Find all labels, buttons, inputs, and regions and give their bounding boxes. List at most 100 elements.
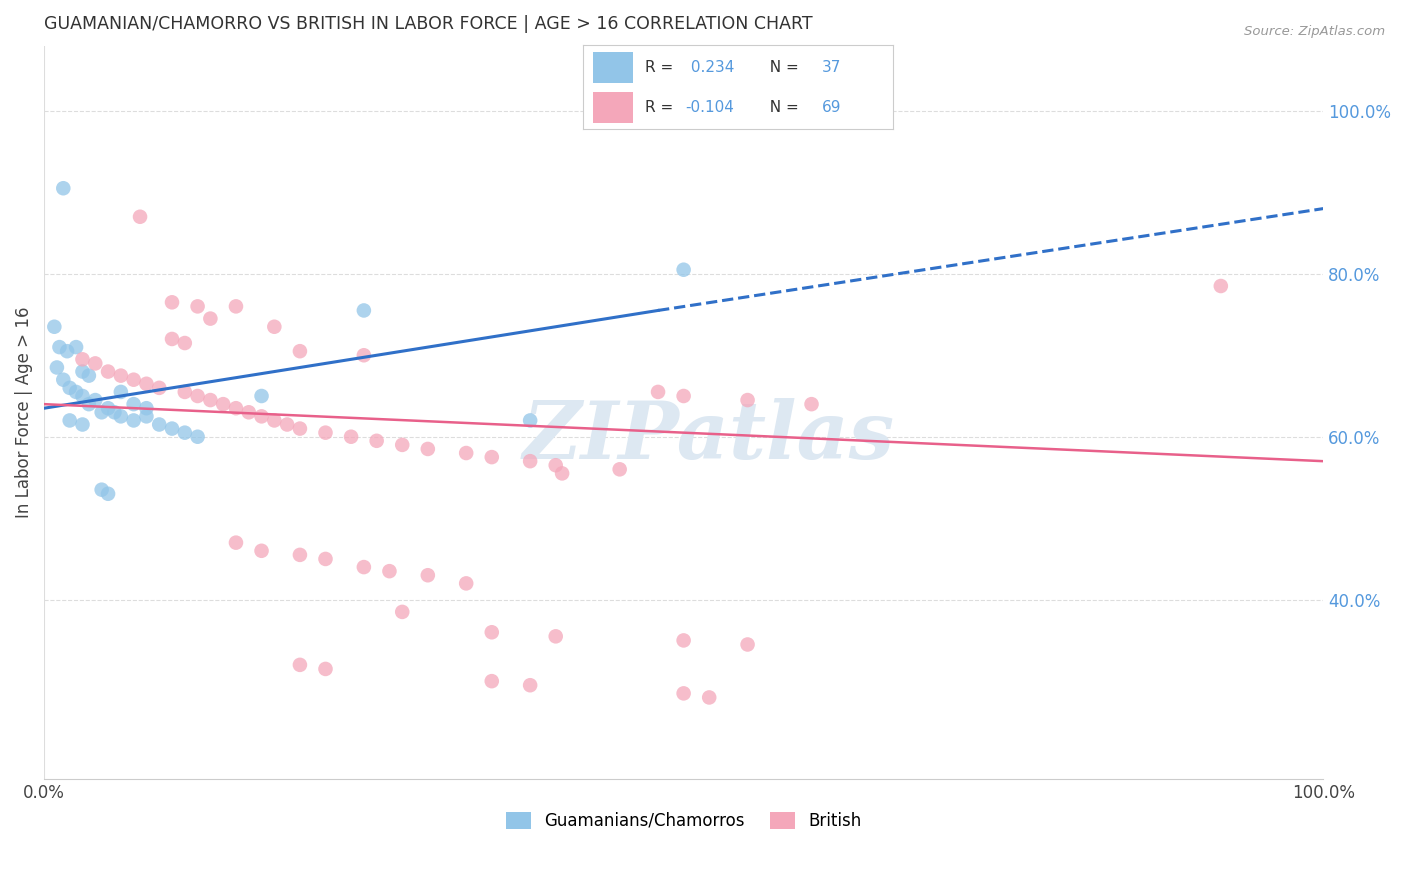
Point bbox=[288, 548, 311, 562]
Text: 69: 69 bbox=[821, 100, 841, 115]
Point bbox=[160, 421, 183, 435]
Point bbox=[122, 373, 145, 387]
Point bbox=[263, 319, 285, 334]
Point bbox=[97, 365, 120, 379]
Point bbox=[135, 401, 157, 416]
Point bbox=[672, 686, 695, 700]
Point bbox=[456, 446, 478, 460]
Text: -0.104: -0.104 bbox=[686, 100, 734, 115]
Point bbox=[72, 365, 94, 379]
Point bbox=[672, 389, 695, 403]
Point bbox=[544, 458, 567, 473]
Point bbox=[160, 295, 183, 310]
Bar bbox=[593, 92, 633, 122]
Point bbox=[288, 657, 311, 672]
Point bbox=[52, 181, 75, 195]
Point bbox=[276, 417, 298, 432]
Point bbox=[65, 340, 87, 354]
Point bbox=[353, 348, 375, 362]
Point bbox=[148, 381, 170, 395]
Point bbox=[52, 373, 75, 387]
Point bbox=[187, 299, 209, 313]
Point bbox=[110, 384, 132, 399]
Point bbox=[315, 662, 337, 676]
Point bbox=[173, 336, 195, 351]
Point bbox=[97, 401, 120, 416]
Point bbox=[72, 352, 94, 367]
Point bbox=[672, 633, 695, 648]
Point bbox=[456, 576, 478, 591]
Point bbox=[288, 421, 311, 435]
Point bbox=[737, 638, 759, 652]
Text: Source: ZipAtlas.com: Source: ZipAtlas.com bbox=[1244, 25, 1385, 38]
Point bbox=[56, 344, 79, 359]
Point bbox=[65, 384, 87, 399]
Point bbox=[519, 454, 541, 468]
Point bbox=[160, 332, 183, 346]
Point bbox=[200, 393, 222, 408]
Point bbox=[122, 413, 145, 427]
Point bbox=[697, 690, 720, 705]
Point bbox=[366, 434, 388, 448]
Point bbox=[800, 397, 823, 411]
Point bbox=[315, 552, 337, 566]
Point bbox=[200, 311, 222, 326]
Point bbox=[416, 442, 439, 456]
Text: N =: N = bbox=[759, 100, 803, 115]
Point bbox=[315, 425, 337, 440]
Point bbox=[225, 401, 247, 416]
Text: N =: N = bbox=[759, 60, 803, 75]
Point bbox=[481, 450, 503, 464]
Point bbox=[672, 262, 695, 277]
Point bbox=[45, 360, 67, 375]
Point bbox=[77, 368, 100, 383]
Point bbox=[225, 299, 247, 313]
Point bbox=[481, 625, 503, 640]
Point bbox=[519, 678, 541, 692]
Point bbox=[84, 393, 107, 408]
Point bbox=[353, 303, 375, 318]
Point bbox=[187, 430, 209, 444]
Point bbox=[647, 384, 669, 399]
Point bbox=[353, 560, 375, 574]
Point bbox=[122, 397, 145, 411]
Point bbox=[44, 319, 66, 334]
Legend: Guamanians/Chamorros, British: Guamanians/Chamorros, British bbox=[499, 805, 868, 837]
Point bbox=[173, 384, 195, 399]
Text: ZIPatlas: ZIPatlas bbox=[523, 398, 896, 475]
Point bbox=[77, 397, 100, 411]
Point bbox=[609, 462, 631, 476]
Point bbox=[103, 405, 125, 419]
Point bbox=[48, 340, 70, 354]
Point bbox=[90, 483, 112, 497]
Text: R =: R = bbox=[645, 100, 679, 115]
Point bbox=[59, 413, 82, 427]
Point bbox=[129, 210, 152, 224]
Point bbox=[1209, 279, 1232, 293]
Point bbox=[135, 376, 157, 391]
Text: 0.234: 0.234 bbox=[686, 60, 734, 75]
Point bbox=[173, 425, 195, 440]
Point bbox=[225, 535, 247, 549]
Point bbox=[250, 409, 273, 424]
Point bbox=[59, 381, 82, 395]
Text: R =: R = bbox=[645, 60, 679, 75]
Point bbox=[72, 389, 94, 403]
Point bbox=[97, 487, 120, 501]
Point bbox=[187, 389, 209, 403]
Point bbox=[544, 629, 567, 643]
Point bbox=[110, 409, 132, 424]
Point bbox=[378, 564, 401, 578]
Point bbox=[737, 393, 759, 408]
Point bbox=[263, 413, 285, 427]
Point bbox=[110, 368, 132, 383]
Point bbox=[416, 568, 439, 582]
Point bbox=[238, 405, 260, 419]
Bar bbox=[593, 53, 633, 83]
Point bbox=[288, 344, 311, 359]
Point bbox=[250, 543, 273, 558]
Point bbox=[90, 405, 112, 419]
Point bbox=[391, 605, 413, 619]
Point bbox=[212, 397, 235, 411]
Point bbox=[340, 430, 363, 444]
